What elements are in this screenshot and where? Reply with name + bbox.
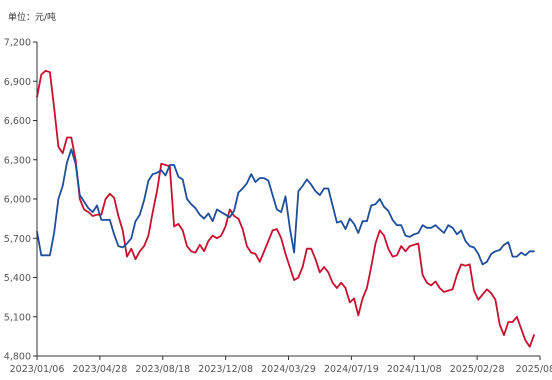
x-tick-label: 2023/01/06 — [10, 364, 65, 375]
x-tick-label: 2023/04/28 — [72, 364, 127, 375]
x-tick-label: 2023/08/18 — [135, 364, 190, 375]
y-tick-label: 7,200 — [4, 38, 31, 49]
y-tick-label: 6,000 — [4, 195, 31, 206]
x-tick-label: 2024/11/08 — [387, 364, 442, 375]
x-tick-label: 2025/02/28 — [450, 364, 505, 375]
x-ticks: 2023/01/06 2023/04/28 2023/08/18 2023/12/08… — [10, 356, 552, 375]
y-tick-label: 6,900 — [4, 77, 31, 88]
x-tick-label: 2023/12/08 — [198, 364, 253, 375]
series-line-2 — [36, 148, 535, 266]
x-tick-label: 2024/07/19 — [324, 364, 379, 375]
y-tick-label: 5,400 — [4, 273, 31, 284]
y-tick-label: 6,600 — [4, 116, 31, 127]
series-line-1 — [36, 69, 535, 348]
series-layer — [36, 69, 535, 348]
y-tick-label: 6,300 — [4, 155, 31, 166]
y-tick-label: 4,800 — [4, 352, 31, 363]
y-ticks: 4,800 5,100 5,400 5,700 6,000 6,300 6,600 6,900… — [4, 38, 37, 363]
x-tick-label: 2025/08/0 — [516, 364, 552, 375]
y-tick-label: 5,700 — [4, 234, 31, 245]
y-tick-label: 5,100 — [4, 312, 31, 323]
x-tick-label: 2024/03/29 — [261, 364, 316, 375]
unit-label: 单位：元/吨 — [8, 11, 56, 23]
